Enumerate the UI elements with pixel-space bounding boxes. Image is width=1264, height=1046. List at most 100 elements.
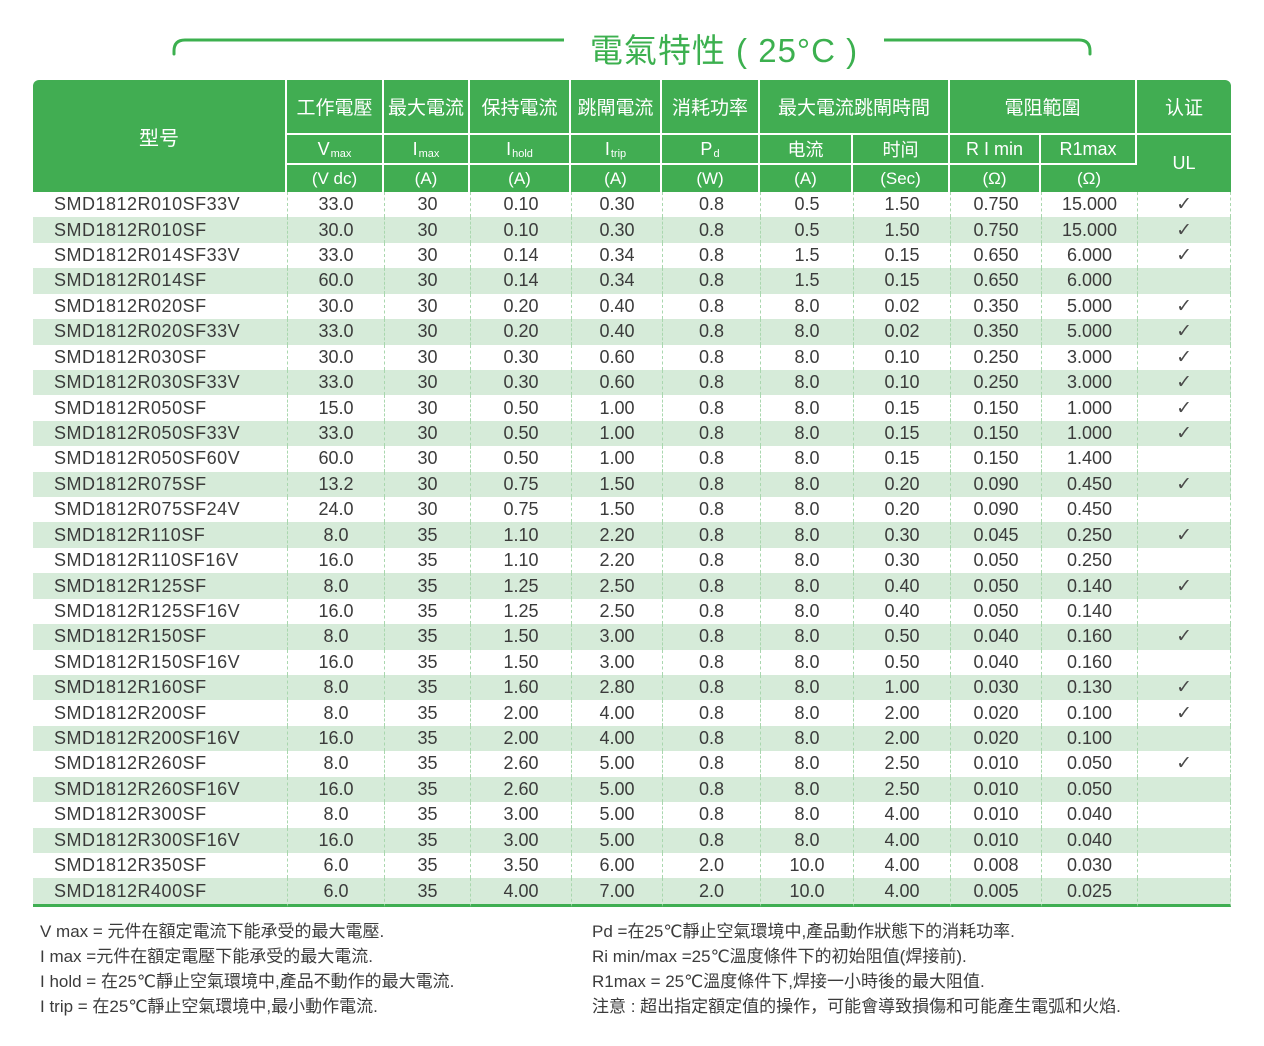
model-cell: SMD1812R014SF [33,268,287,294]
table-row: SMD1812R050SF33V 33.0 30 0.50 1.00 0.8 8.0 0.15… [33,420,1232,447]
model-cell: SMD1812R350SF [54,855,207,876]
value-cell: 0.090 [950,497,1041,523]
value-cell: 0.005 [950,878,1042,907]
value-cell: 0.8 [662,369,760,396]
value-cell: 0.60 [571,344,662,370]
ul-check-mark: ✓ [1137,624,1232,650]
value-cell: 1.50 [470,624,571,650]
value-cell: 0.8 [662,217,760,243]
value-cell: 30.0 [287,344,384,370]
value-cell: 0.8 [662,293,760,320]
value-cell: 16.0 [287,725,384,752]
value-cell: 35 [384,649,470,676]
value-cell: 8.0 [760,369,853,396]
header-group-power-dissipation: 消耗功率 [662,80,760,135]
table-row: SMD1812R050SF 15.0 30 0.50 1.00 0.8 8.0 0.15 0.1… [33,395,1232,421]
value-cell: 0.350 [950,293,1041,320]
value-cell: 0.14 [470,268,571,294]
value-cell: 5.000 [1041,319,1138,345]
model-cell: SMD1812R200SF16V [33,725,287,752]
value-cell: 0.050 [950,547,1041,574]
value-cell: 0.15 [853,420,951,447]
value-cell: 4.00 [571,700,662,726]
table-row: SMD1812R030SF33V 33.0 30 0.30 0.60 0.8 8.0 0.10… [33,369,1232,396]
value-cell: 0.75 [470,497,571,523]
value-cell: 0.50 [853,624,951,650]
header-unit-a3: (A) [571,165,662,192]
value-cell: 6.0 [287,852,384,879]
value-cell: 0.40 [571,319,662,345]
value-cell: 8.0 [287,624,384,650]
value-cell: 0.050 [950,598,1041,625]
header-group-hold-current: 保持電流 [470,80,571,135]
table-row: SMD1812R125SF 8.0 35 1.25 2.50 0.8 8.0 0.40 0.05… [33,573,1232,599]
value-cell: 5.00 [571,776,662,803]
value-cell: 0.250 [1041,547,1137,574]
value-cell: 0.50 [853,649,950,676]
value-cell: 1.50 [470,649,571,676]
value-cell: 5.00 [571,751,662,777]
value-cell: 30 [384,217,470,243]
value-cell: 5.000 [1041,293,1137,320]
model-cell: SMD1812R050SF33V [33,420,287,447]
table-row: SMD1812R050SF60V 60.0 30 0.50 1.00 0.8 8.0 0.15… [33,446,1232,472]
value-cell: 10.0 [760,852,853,879]
value-cell: 6.000 [1041,268,1138,294]
value-cell: 35 [384,725,470,752]
value-cell: 24.0 [287,497,384,523]
value-cell: 3.000 [1041,344,1137,370]
value-cell: 8.0 [287,522,384,548]
value-cell: 0.8 [662,446,760,472]
model-cell: SMD1812R010SF [33,217,287,243]
value-cell: 1.25 [470,573,571,599]
value-cell: 0.030 [1041,852,1137,879]
value-cell: 0.5 [760,192,853,218]
value-cell: 16.0 [287,776,384,803]
table-row: SMD1812R110SF16V 16.0 35 1.10 2.20 0.8 8.0 0.30… [33,547,1232,574]
ul-check-cell-empty [1137,268,1232,294]
table-row: SMD1812R260SF16V 16.0 35 2.60 5.00 0.8 8.0 2.50… [33,776,1232,803]
value-cell: 0.010 [950,776,1042,803]
value-cell: 0.02 [853,319,951,345]
value-cell: 30 [384,268,470,294]
header-group-working-voltage: 工作電壓 [287,80,384,135]
header-unit-ohm2: (Ω) [1041,165,1138,192]
value-cell: 2.00 [853,700,950,726]
value-cell: 0.15 [853,446,950,472]
value-cell: 5.00 [571,802,662,828]
value-cell: 8.0 [760,293,853,320]
model-cell: SMD1812R125SF16V [54,600,241,621]
value-cell: 4.00 [470,878,571,907]
value-cell: 8.0 [760,598,853,625]
value-cell: 5.00 [571,827,662,853]
value-cell: 30 [384,319,470,345]
value-cell: 30 [384,446,470,472]
value-cell: 0.20 [853,471,951,498]
header-unit-vdc: (V dc) [287,165,384,192]
value-cell: 0.30 [853,547,950,574]
value-cell: 8.0 [760,547,853,574]
value-cell: 2.50 [571,598,662,625]
footnote-pd: Pd =在25℃靜止空氣環境中,產品動作狀態下的消耗功率. [592,921,1015,941]
ul-check-cell-empty [1137,776,1232,803]
ul-check-cell-empty [1137,802,1232,828]
value-cell: 60.0 [287,268,384,294]
value-cell: 3.50 [470,852,571,879]
value-cell: 0.050 [1041,751,1137,777]
footnote-r1max: R1max = 25℃溫度條件下,焊接一小時後的最大阻值. [592,971,985,991]
header-sym-rimin: R I min [950,135,1042,165]
model-cell: SMD1812R075SF24V [54,499,241,520]
value-cell: 0.30 [571,192,662,218]
value-cell: 33.0 [287,192,384,218]
value-cell: 8.0 [287,573,384,599]
value-cell: 1.5 [760,268,853,294]
value-cell: 0.10 [853,344,950,370]
value-cell: 30.0 [287,217,384,243]
value-cell: 1.00 [571,420,662,447]
value-cell: 33.0 [287,420,384,447]
header-unit-a2: (A) [470,165,571,192]
header-sym-current: 电流 [760,135,853,165]
ul-check-mark: ✓ [1137,217,1232,243]
value-cell: 0.30 [853,522,951,548]
value-cell: 2.0 [662,878,760,907]
